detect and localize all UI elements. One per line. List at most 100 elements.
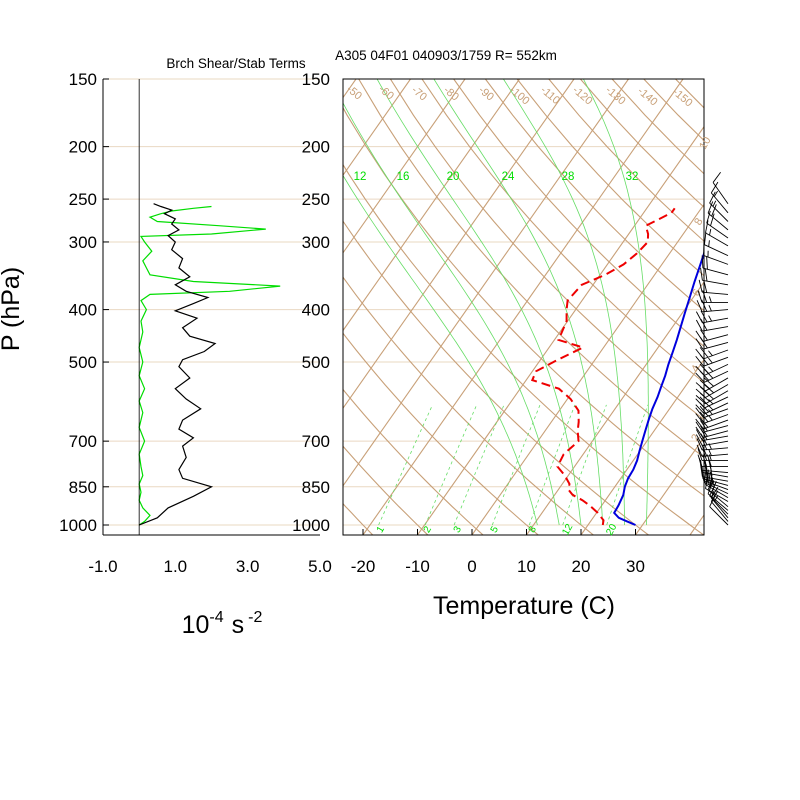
mixing-ratio-line: [562, 404, 607, 526]
wind-barb-flag: [703, 232, 707, 245]
wind-barb-flag: [703, 280, 708, 293]
dewpoint-line: [530, 207, 676, 526]
moist-adiabat-label: 12: [354, 171, 367, 183]
skew-t-series: [530, 207, 704, 526]
x-axis-label-units: 10-4 s -2: [182, 609, 263, 639]
y-axis-label: P (hPa): [0, 267, 25, 351]
wind-barb: [696, 299, 729, 313]
wind-barb-flag: [695, 372, 705, 383]
isotherm-line: [343, 79, 411, 177]
wind-barb-half-flag: [708, 305, 712, 312]
wind-barb-flag: [699, 347, 709, 358]
skew-t-y-tick-label: 150: [302, 70, 330, 89]
wind-barb: [710, 181, 729, 214]
wind-barb-half-flag: [708, 366, 714, 372]
dry-adiabat-line: [484, 79, 704, 312]
left-y-tick-label: 850: [69, 478, 97, 497]
wind-barb-flag: [700, 318, 708, 331]
wind-barb-flag: [699, 363, 710, 374]
wind-barb-half-flag: [708, 296, 712, 303]
wind-barb-half-flag: [708, 399, 714, 405]
wind-barb-flag: [695, 356, 704, 367]
moist-adiabat-line: [433, 79, 604, 526]
skew-t-title: A305 04F01 040903/1759 R= 552km: [335, 48, 557, 63]
left-y-tick-label: 250: [69, 190, 97, 209]
left-x-tick-label: -1.0: [88, 557, 117, 576]
wind-barb-half-flag: [710, 471, 713, 479]
left-y-tick-label: 500: [69, 353, 97, 372]
wind-barb-flag: [697, 448, 703, 461]
wind-barb-flag: [702, 448, 708, 461]
skew-t-moist-adiabats: [343, 79, 649, 526]
wind-barb-half-flag: [712, 200, 717, 207]
wind-barb: [709, 191, 729, 222]
wind-barb-flag: [703, 377, 714, 387]
height-label: 2: [689, 432, 702, 443]
wind-barb-flag: [700, 267, 703, 281]
wind-barb-flag: [711, 204, 717, 217]
x-axis-label-unit-exponent: -2: [248, 609, 262, 626]
skew-t-x-tick-labels: -20 -10 0 10 20 30: [351, 557, 645, 576]
skew-t-y-tick-label: 200: [302, 138, 330, 157]
skew-t-axes: [342, 78, 705, 536]
wind-barb-flag: [696, 438, 703, 451]
wind-barb: [701, 255, 729, 276]
wind-barb-flag: [695, 395, 706, 405]
left-y-tick-label: 300: [69, 233, 97, 252]
wind-barb: [703, 242, 729, 265]
wind-barb-half-flag: [708, 315, 713, 322]
wind-barb-flag: [695, 421, 704, 433]
mixing-ratio-label: 5: [489, 524, 502, 535]
dry-adiabat-line: [343, 163, 704, 535]
wind-barb-flag: [701, 255, 704, 269]
moist-adiabat-line: [343, 102, 560, 526]
wind-barb-flag: [695, 348, 704, 360]
skew-t-y-tick-label: 500: [302, 353, 330, 372]
wind-barb-flag: [695, 319, 703, 332]
x-axis-label-unit: s: [232, 611, 245, 639]
mixing-ratio-label: 12: [560, 522, 575, 538]
dry-adiabat-line: [343, 276, 595, 535]
wind-barb: [705, 220, 729, 247]
moist-adiabat-line: [583, 79, 649, 526]
x-axis-label-exponent: -4: [209, 609, 223, 626]
wind-barb-flag: [700, 425, 708, 437]
dry-adiabat-line: [343, 332, 540, 535]
skew-t-pressure-gridlines: [343, 79, 704, 526]
wind-barb: [697, 290, 728, 303]
skew-t-y-tick-labels: 150 200 250 300 400 500 700 850 1000: [292, 70, 330, 535]
wind-barb-flag: [701, 299, 708, 312]
left-series-black-line: [138, 203, 217, 526]
wind-barb: [712, 172, 729, 205]
moist-adiabat-label: 32: [626, 171, 639, 183]
skew-t-y-tick-label: 700: [302, 432, 330, 451]
wind-barb: [707, 201, 729, 231]
wind-barb-half-flag: [708, 357, 713, 364]
wind-barb-staff: [710, 501, 729, 522]
dry-adiabat-line: [358, 79, 704, 459]
skew-t-x-tick-label: 30: [626, 557, 645, 576]
wind-barb-flag: [709, 191, 716, 204]
moist-adiabat-label: 24: [502, 171, 515, 183]
mixing-ratio-line: [453, 404, 505, 526]
isotherm-line: [635, 436, 704, 535]
wind-barb-flag: [700, 329, 708, 341]
wind-barb-flag: [695, 407, 704, 418]
wind-barb-half-flag: [708, 240, 710, 247]
wind-barb-flag: [704, 268, 708, 282]
wind-barb: [695, 396, 729, 409]
wind-barb-flag: [699, 405, 709, 417]
isotherm-line: [580, 358, 704, 535]
wind-barb: [695, 405, 729, 419]
wind-barb-flag: [706, 256, 708, 270]
wind-barb: [695, 420, 729, 433]
dry-adiabat-line: [343, 220, 650, 535]
wind-barb-flag: [700, 420, 708, 432]
wind-barb: [700, 267, 729, 286]
skew-t-x-tick-label: 10: [517, 557, 536, 576]
wind-barb-flag: [696, 300, 703, 313]
wind-barb-staff: [712, 182, 729, 205]
skew-t-y-tick-label: 1000: [292, 516, 330, 535]
wind-barb-flag: [695, 404, 705, 415]
